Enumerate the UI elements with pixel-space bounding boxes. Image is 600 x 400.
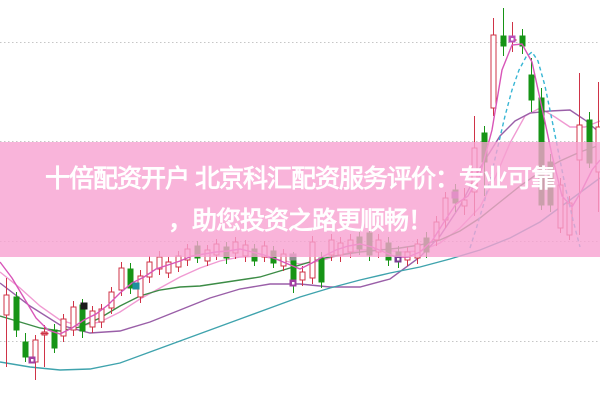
candle (146, 256, 153, 283)
ad-banner-overlay: 十倍配资开户 北京科汇配资服务评价：专业可靠 ，助您投资之路更顺畅！ (0, 142, 600, 257)
candle (60, 314, 67, 342)
candle (3, 278, 10, 367)
candle (89, 306, 96, 333)
candle (51, 324, 58, 353)
candle (70, 301, 77, 336)
candle (519, 29, 526, 54)
ad-banner-line1: 十倍配资开户 北京科汇配资服务评价：专业可靠 (45, 164, 556, 193)
ma-fast-magenta (0, 43, 600, 335)
signal-marker (289, 279, 297, 287)
signal-marker (289, 253, 297, 261)
candle (13, 292, 20, 337)
signal-marker (132, 282, 140, 290)
candle (500, 8, 507, 56)
ad-banner-line2: ，助您投资之路更顺畅！ (167, 206, 433, 235)
signal-marker (508, 35, 516, 43)
candle (98, 304, 105, 328)
candle (108, 287, 115, 314)
candle (490, 18, 497, 116)
candle (299, 266, 306, 286)
signal-marker (394, 255, 402, 263)
signal-marker (80, 302, 88, 310)
candle (528, 58, 535, 112)
ma-slow-purple (0, 109, 600, 334)
candle (22, 333, 29, 362)
candle (118, 262, 125, 296)
candle (165, 257, 172, 278)
candle (127, 263, 134, 294)
candle (40, 325, 49, 367)
signal-marker (28, 356, 36, 364)
